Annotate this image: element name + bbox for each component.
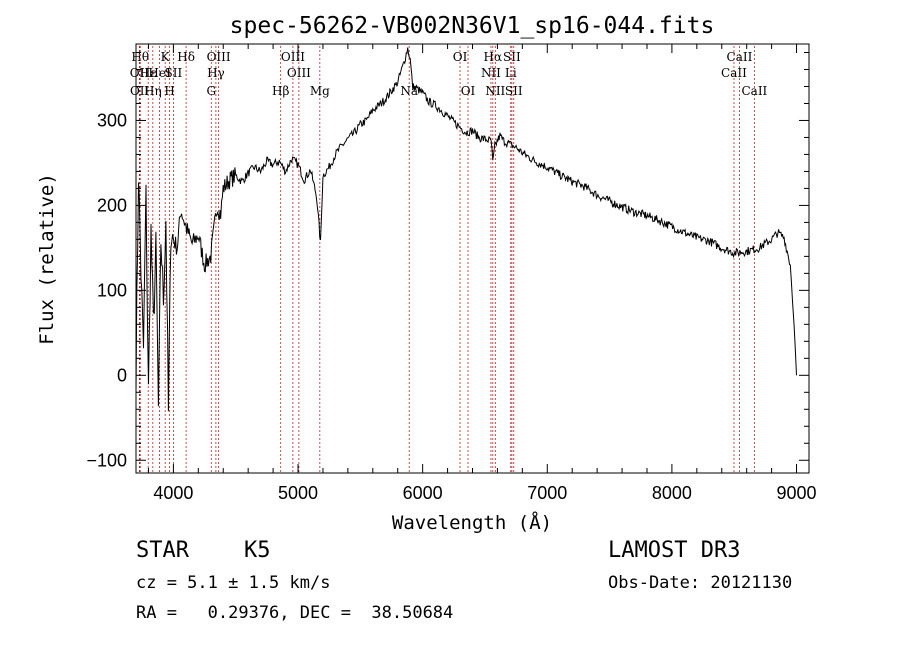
line-marker-label: OII <box>130 66 150 80</box>
object-subclass: K5 <box>244 538 271 563</box>
line-marker-label: Hβ <box>272 84 289 98</box>
x-tick-label: 8000 <box>652 483 692 503</box>
redshift-value: cz = 5.1 ± 1.5 km/s <box>136 573 331 593</box>
x-tick-label: 7000 <box>527 483 567 503</box>
y-tick-label: −100 <box>86 450 127 470</box>
survey-name: LAMOST DR3 <box>608 538 741 563</box>
line-marker-label: Hε <box>140 66 157 80</box>
line-marker-label: Hγ <box>207 66 225 80</box>
y-axis: −100 0 100 200 300 <box>86 51 809 470</box>
chart-title: spec-56262-VB002N36V1_sp16-044.fits <box>230 13 715 39</box>
line-marker-label: CaII <box>741 84 767 98</box>
line-marker-label: Mg <box>310 84 330 98</box>
coordinates: RA = 0.29376, DEC = 38.50684 <box>136 603 454 623</box>
line-marker-label: Li <box>505 66 517 80</box>
line-marker-label: H <box>164 84 174 98</box>
line-marker-label: OIII <box>287 66 311 80</box>
line-marker-label: SII <box>503 50 521 64</box>
line-marker-label: SII <box>505 84 523 98</box>
object-class: STAR <box>136 538 189 563</box>
y-tick-label: 200 <box>97 195 127 215</box>
line-marker-label: G <box>206 84 216 98</box>
y-tick-label: 300 <box>97 110 127 130</box>
x-axis: 4000 5000 6000 7000 8000 9000 <box>147 44 817 503</box>
x-tick-label: 6000 <box>403 483 443 503</box>
x-tick-label: 9000 <box>777 483 817 503</box>
line-marker-label: Hη <box>144 84 162 98</box>
spectrum-line <box>135 47 797 412</box>
line-marker-label: Hα <box>484 50 503 64</box>
y-tick-label: 100 <box>97 280 127 300</box>
line-marker-label: NII <box>481 66 501 80</box>
line-marker-label: OI <box>461 84 476 98</box>
x-tick-label: 5000 <box>278 483 318 503</box>
y-axis-label: Flux (relative) <box>36 173 58 345</box>
line-marker-label: OI <box>453 50 468 64</box>
line-marker-label: OIII <box>281 50 305 64</box>
line-marker-label: NII <box>485 84 505 98</box>
x-axis-label: Wavelength (Å) <box>392 511 552 534</box>
line-marker-label: Hδ <box>177 50 195 64</box>
line-marker-label: OII <box>130 84 150 98</box>
obs-date: Obs-Date: 20121130 <box>608 573 793 593</box>
line-marker-label: K <box>161 50 171 64</box>
y-tick-label: 0 <box>117 365 127 385</box>
line-marker-label: OIII <box>207 50 231 64</box>
line-marker-label: CaII <box>721 66 747 80</box>
line-marker-label: SII <box>165 66 183 80</box>
spectrum-layer <box>135 47 797 412</box>
line-marker-label: HeI <box>148 66 171 80</box>
x-tick-label: 4000 <box>153 483 193 503</box>
plot-frame <box>135 43 810 474</box>
line-marker-label: CaII <box>727 50 753 64</box>
line-markers: HθOIIOIIHεHηHeIKHSIIHδGHγOIIIHβOIIIOIIIM… <box>130 46 768 473</box>
